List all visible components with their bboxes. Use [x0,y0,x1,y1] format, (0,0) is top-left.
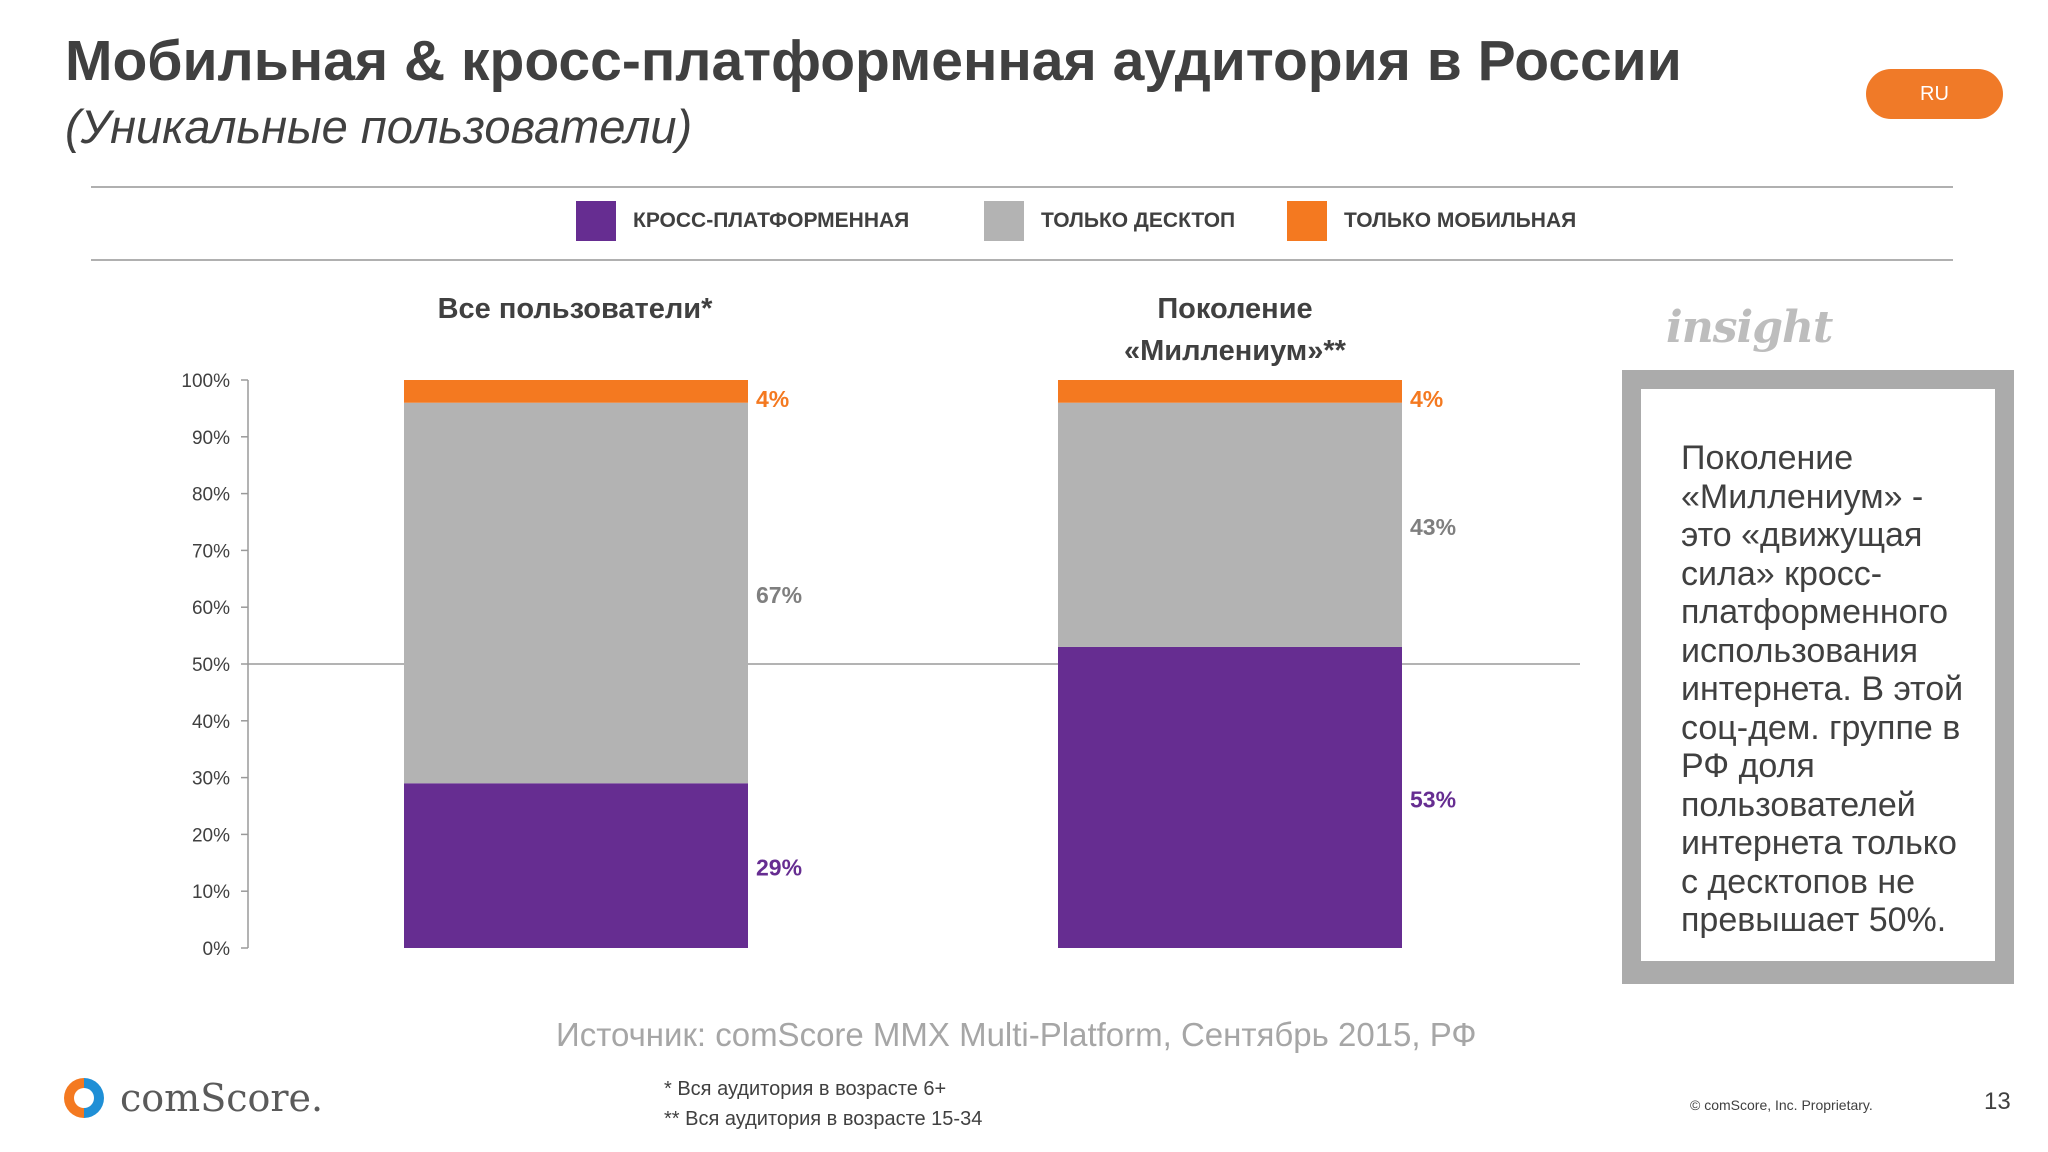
insight-text: Поколение «Миллениум» - это «движущая си… [1641,389,1995,961]
data-label: 4% [756,386,789,412]
y-tick-label: 10% [192,882,230,903]
legend-bottom-divider [91,259,1953,261]
logo-wordmark: comScore. [120,1076,324,1120]
bar-segment [404,783,748,948]
legend-item-mobile-only: ТОЛЬКО МОБИЛЬНАЯ [1287,201,1576,241]
copyright: © comScore, Inc. Proprietary. [1690,1097,1873,1113]
category-title-line: «Миллениум»** [1124,335,1346,367]
bar-segment [1058,646,1402,948]
legend-swatch-desktop-only [984,201,1024,241]
slide-title: Мобильная & кросс-платформенная аудитори… [65,29,1682,93]
y-tick-label: 60% [192,598,230,619]
language-badge[interactable]: RU [1866,69,2003,119]
y-tick-label: 30% [192,769,230,790]
footnote-millennials: ** Вся аудитория в возрасте 15-34 [664,1108,983,1130]
data-label: 53% [1410,786,1456,812]
data-label: 4% [1410,386,1443,412]
bar-segment [1058,380,1402,403]
data-label: 29% [756,855,802,881]
y-tick-label: 0% [203,939,231,960]
y-tick-label: 50% [192,655,230,676]
y-tick-label: 70% [192,541,230,562]
slide-subtitle: (Уникальные пользователи) [65,100,693,153]
y-tick-label: 20% [192,825,230,846]
comscore-logo: comScore. [62,1076,323,1120]
source-note: Источник: comScore MMX Multi-Platform, С… [556,1016,1477,1053]
category-title-millennials: Поколение «Миллениум»** [1040,288,1430,372]
bar-segment [1058,402,1402,647]
insight-panel: Поколение «Миллениум» - это «движущая си… [1622,370,2014,984]
category-title-line: Все пользователи* [437,293,713,325]
data-label: 67% [756,582,802,608]
category-title-line: Поколение [1157,293,1313,325]
legend-item-cross-platform: КРОСС-ПЛАТФОРМЕННАЯ [576,201,909,241]
y-tick-label: 80% [192,485,230,506]
insight-heading: insight [1666,302,1833,353]
legend-swatch-mobile-only [1287,201,1327,241]
comscore-logo-icon [64,1078,104,1118]
legend-label: ТОЛЬКО МОБИЛЬНАЯ [1344,209,1577,232]
legend-label: КРОСС-ПЛАТФОРМЕННАЯ [633,209,910,232]
legend-top-divider [91,186,1953,188]
legend-label: ТОЛЬКО ДЕСКТОП [1041,209,1236,232]
y-tick-label: 100% [181,371,230,392]
page-number: 13 [1984,1088,2011,1115]
legend-swatch-cross-platform [576,201,616,241]
y-tick-label: 90% [192,428,230,449]
footnote-all-users: * Вся аудитория в возрасте 6+ [664,1078,947,1100]
bar-segment [404,380,748,403]
legend-item-desktop-only: ТОЛЬКО ДЕСКТОП [984,201,1235,241]
y-tick-label: 40% [192,712,230,733]
bar-segment [404,402,748,784]
category-title-all-users: Все пользователи* [380,288,770,330]
data-label: 43% [1410,514,1456,540]
